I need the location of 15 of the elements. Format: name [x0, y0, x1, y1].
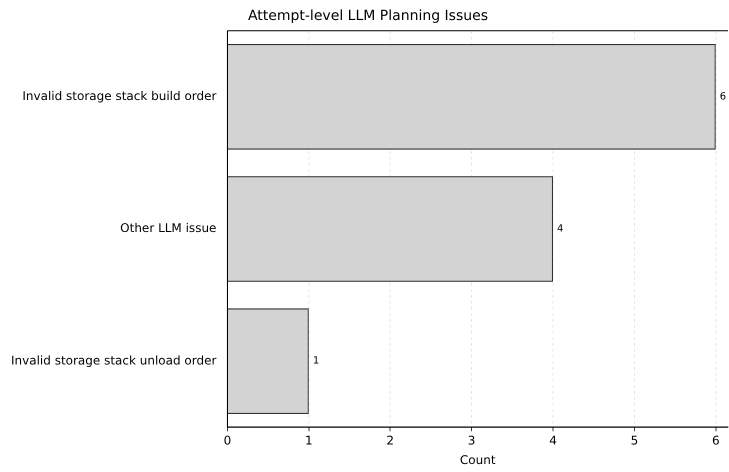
x-tick-label: 4: [549, 434, 557, 448]
y-tick-label: Invalid storage stack unload order: [10, 353, 216, 368]
x-tick-label: 0: [224, 434, 232, 448]
y-tick-label: Other LLM issue: [120, 221, 216, 236]
data-label: 6: [720, 91, 726, 102]
data-label: 4: [557, 224, 564, 235]
data-label: 1: [312, 356, 320, 367]
x-tick-label: 1: [305, 434, 313, 448]
x-tick-label: 6: [712, 434, 720, 448]
x-tick-label: 5: [630, 434, 638, 448]
x-axis-title: Count: [460, 452, 496, 467]
chart-title: Attempt-level LLM Planning Issues: [248, 8, 488, 24]
x-tick-label: 3: [468, 434, 476, 448]
x-tick-label: 2: [386, 434, 394, 448]
y-tick-label: Invalid storage stack build order: [22, 88, 217, 103]
